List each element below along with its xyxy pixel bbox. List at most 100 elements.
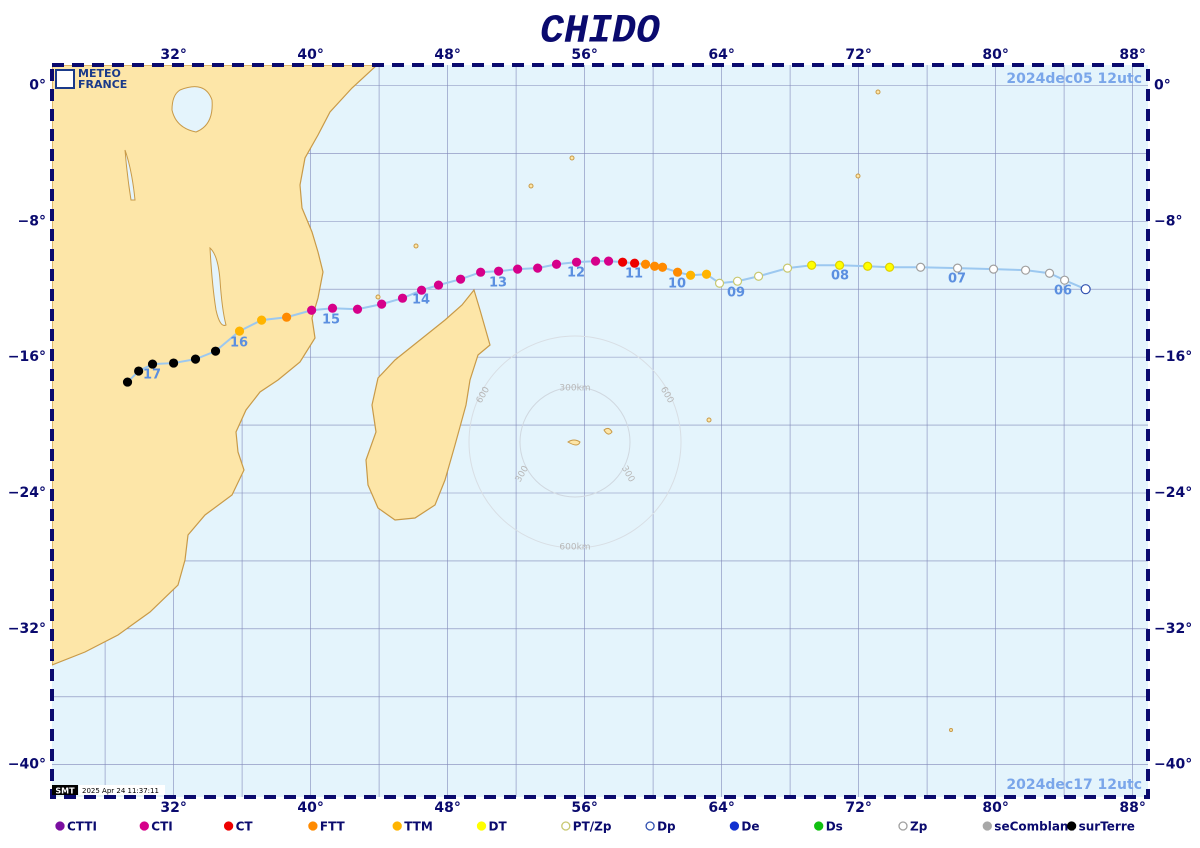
reunion [567, 439, 581, 446]
track-point [1044, 268, 1055, 278]
y-tick-label: −40° [1154, 757, 1192, 773]
track-point [476, 267, 486, 277]
track-point [307, 305, 317, 315]
logo-text: METEO [78, 67, 121, 80]
track-point [732, 276, 743, 286]
day-label: 15 [322, 313, 340, 328]
madagascar [365, 288, 491, 521]
track-point [1020, 265, 1031, 275]
x-tick-label: 40° [297, 47, 323, 63]
track-point [701, 269, 712, 279]
track-point [234, 326, 245, 336]
track-point [377, 299, 387, 309]
legend-label: De [741, 820, 759, 834]
x-tick-label: 80° [982, 800, 1008, 816]
legend-label: PT/Zp [573, 820, 612, 834]
lake-malawi [209, 246, 227, 326]
y-tick-label: 0° [1154, 77, 1171, 93]
axis-labels: 32° 32° 40° 40° 48° 48° 56° 56° 64° 64° 72° 72° 80° 8… [8, 47, 1192, 816]
legend-swatch [1066, 821, 1077, 831]
track-point [1060, 275, 1070, 285]
day-label: 14 [412, 293, 430, 308]
x-tick-label: 80° [982, 47, 1008, 63]
logo-text: FRANCE [78, 78, 127, 91]
track-point [629, 258, 640, 268]
track-point [685, 270, 696, 280]
ring-600 [468, 335, 682, 549]
x-tick-label: 88° [1119, 800, 1145, 816]
lake-victoria [171, 86, 213, 133]
y-tick-label: −8° [1154, 213, 1182, 229]
track-point [672, 267, 683, 277]
track-point [657, 262, 668, 272]
y-tick-label: −16° [8, 349, 46, 365]
track-point [210, 346, 221, 356]
legend-swatch [139, 821, 149, 831]
lake-tanganyika [124, 149, 136, 201]
legend-swatch [392, 821, 402, 831]
legend-label: CTI [151, 820, 172, 834]
ring-300 [519, 386, 631, 498]
title: CHIDO [540, 10, 660, 55]
track-point [590, 256, 601, 266]
y-tick-label: 0° [29, 77, 46, 93]
track-point [190, 354, 201, 364]
x-tick-label: 64° [708, 800, 734, 816]
day-label: 06 [1054, 284, 1072, 299]
track-point [494, 266, 504, 276]
legend-label: CT [236, 820, 254, 834]
track-point [571, 257, 582, 267]
legend-swatch [308, 821, 318, 831]
track-point [618, 257, 628, 267]
ring-label: 300km [559, 384, 590, 394]
track-point [782, 263, 793, 273]
legend-swatch [898, 821, 908, 831]
y-tick-label: −32° [1154, 621, 1192, 637]
day-label: 09 [727, 286, 745, 301]
track-point [650, 261, 660, 271]
track-point [884, 262, 895, 272]
track-point [168, 358, 179, 368]
footer-timestamp: 2025 Apr 24 11:37:11 [82, 787, 159, 795]
legend-swatch [729, 821, 740, 831]
x-tick-label: 56° [571, 800, 597, 816]
legend-label: CTTI [67, 820, 97, 834]
graticule [52, 65, 1148, 797]
frame [50, 63, 1150, 799]
track-point [533, 263, 543, 273]
island [413, 243, 419, 249]
legend-label: TTM [404, 820, 433, 834]
day-label: 07 [948, 272, 966, 287]
africa [52, 65, 378, 666]
mauritius [603, 427, 613, 435]
y-tick-label: −24° [1154, 485, 1192, 501]
legend-swatch [982, 821, 992, 831]
legend-swatch [645, 821, 655, 831]
y-tick-label: −8° [18, 213, 46, 229]
track-point [834, 260, 845, 270]
track-point [433, 280, 444, 290]
ring-label: 600km [559, 543, 590, 553]
day-label: 12 [567, 266, 585, 281]
x-tick-label: 48° [434, 47, 460, 63]
day-label: 11 [625, 267, 643, 282]
island [706, 417, 712, 423]
start-stamp: 2024dec05 12utc [1006, 71, 1142, 87]
legend-swatch [561, 821, 571, 831]
track-point [753, 271, 764, 281]
x-tick-label: 72° [845, 800, 871, 816]
track-point [915, 262, 926, 272]
y-tick-label: −16° [1154, 349, 1192, 365]
footer-logo: SMT [55, 787, 75, 796]
x-tick-label: 40° [297, 800, 323, 816]
logo: METEO FRANCE [55, 67, 127, 91]
track-point [640, 259, 651, 269]
legend: CTTI CTI CT FTT TTM DT PT/Zp Dp De Ds Zp seComblant… [55, 820, 1135, 834]
legend-swatch [476, 821, 487, 831]
x-tick-label: 32° [160, 47, 186, 63]
legend-swatch [223, 821, 234, 831]
legend-swatch [55, 821, 65, 831]
track-point [952, 263, 963, 273]
track-point [456, 274, 466, 284]
